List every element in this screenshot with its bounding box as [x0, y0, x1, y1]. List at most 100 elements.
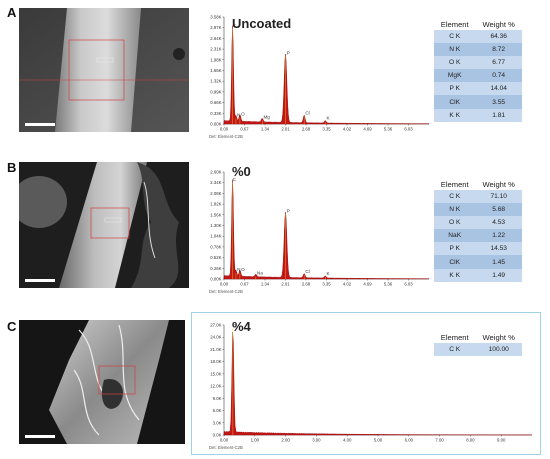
y-tick-label: 2.97K	[210, 25, 221, 30]
table-cell-weight: 1.45	[475, 255, 522, 269]
spectrum-area	[223, 331, 533, 436]
peak-n: N	[235, 113, 240, 124]
detector-caption: Det: Element-C2B	[209, 445, 243, 450]
table-cell-element: C K	[434, 30, 476, 44]
table-header-element: Element	[440, 333, 469, 342]
x-tick-label: 0.67	[240, 282, 249, 287]
y-tick-label: 0.00K	[210, 122, 221, 127]
table-row: N K 8.72	[434, 43, 522, 57]
peak-label: C	[233, 324, 237, 329]
table-row: K K 1.49	[434, 268, 522, 282]
y-tick-label: 1.98K	[210, 57, 221, 62]
spectrum-title-a: Uncoated	[232, 16, 292, 31]
table-cell-weight: 3.55	[475, 95, 522, 109]
table-cell-element: ClK	[434, 95, 476, 109]
peak-p: P	[285, 208, 290, 279]
y-tick-label: 1.65K	[210, 68, 221, 73]
x-tick-label: 3.35	[322, 282, 331, 287]
spectrum-chart-b: 2.60K 2.34K 2.08K 1.82K 1.56K 1.30K 1.04K 0.78K…	[209, 170, 430, 294]
y-tick-label: 0.00K	[210, 277, 221, 282]
y-tick-label: 2.34K	[210, 180, 221, 185]
table-cell-element: NaK	[434, 229, 476, 243]
y-tick-label: 21.0K	[210, 347, 221, 352]
sem-image-c	[19, 320, 185, 444]
x-tick-label: 9.00	[497, 438, 506, 443]
y-tick-label: 0.78K	[210, 244, 221, 249]
x-tick-label: 0.00	[220, 282, 229, 287]
x-tick-label: 3.00	[312, 438, 321, 443]
table-cell-weight: 100.00	[475, 343, 522, 357]
weight-table-b: Element Weight % C K 71.10 N K 5.68 O K 4.5…	[434, 179, 522, 282]
table-cell-element: O K	[434, 216, 476, 230]
table-cell-element: P K	[434, 82, 476, 96]
y-tick-label: 0.52K	[210, 255, 221, 260]
y-tick-label: 1.04K	[210, 234, 221, 239]
y-tick-label: 2.64K	[210, 36, 221, 41]
table-cell-weight: 64.36	[475, 30, 522, 44]
y-tick-label: 0.33K	[210, 111, 221, 116]
peak-label: K	[326, 116, 330, 121]
y-tick-label: 1.56K	[210, 212, 221, 217]
table-cell-element: N K	[434, 203, 476, 217]
y-tick-label: 0.26K	[210, 266, 221, 271]
panel-letter-a: A	[7, 5, 17, 20]
x-tick-label: 8.00	[466, 438, 475, 443]
x-tick-label: 3.35	[322, 127, 331, 132]
table-cell-weight: 1.22	[475, 229, 522, 243]
x-tick-label: 5.36	[384, 282, 393, 287]
table-header-weight: Weight %	[482, 20, 515, 29]
table-cell-weight: 0.74	[475, 69, 522, 83]
table-row: O K 4.53	[434, 216, 522, 230]
x-tick-label: 6.00	[405, 438, 414, 443]
spectrum-title-b: %0	[232, 164, 251, 179]
peak-label: P	[287, 208, 290, 213]
table-cell-element: K K	[434, 268, 476, 282]
y-tick-label: 2.08K	[210, 191, 221, 196]
peak-label: K	[326, 271, 330, 276]
x-tick-label: 2.01	[281, 282, 290, 287]
peak-label: O	[241, 111, 245, 116]
table-row: ClK 1.45	[434, 255, 522, 269]
x-tick-label: 4.02	[343, 282, 352, 287]
table-cell-weight: 5.68	[475, 203, 522, 217]
table-row: C K 64.36	[434, 30, 522, 44]
table-cell-weight: 8.72	[475, 43, 522, 57]
table-cell-weight: 1.49	[475, 268, 522, 282]
x-tick-label: 5.36	[384, 127, 393, 132]
peak-label: Mg	[263, 114, 270, 119]
peak-cl: Cl	[303, 269, 310, 279]
table-cell-weight: 14.04	[475, 82, 522, 96]
table-cell-weight: 4.53	[475, 216, 522, 230]
table-cell-element: N K	[434, 43, 476, 57]
y-tick-label: 12.0K	[210, 384, 221, 389]
spectrum-chart-a: 3.58K 2.97K 2.64K 2.31K 1.98K 1.65K 1.32K 0.99K…	[209, 15, 430, 139]
table-header-element: Element	[440, 180, 469, 189]
x-tick-label: 0.67	[240, 127, 249, 132]
table-row: MgK 0.74	[434, 69, 522, 83]
table-row: P K 14.53	[434, 242, 522, 256]
x-tick-label: 4.02	[343, 127, 352, 132]
peak-label: Na	[257, 271, 263, 276]
table-row: N K 5.68	[434, 203, 522, 217]
x-tick-label: 2.01	[281, 127, 290, 132]
y-tick-label: 24.0K	[210, 335, 221, 340]
spectrum-area	[223, 25, 430, 125]
y-tick-label: 9.0K	[213, 396, 222, 401]
weight-table-c: Element Weight % C K 100.00	[434, 332, 522, 357]
x-tick-label: 0.00	[220, 127, 229, 132]
sem-image-a	[19, 8, 189, 132]
table-row: K K 1.81	[434, 108, 522, 122]
x-tick-label: 1.00	[251, 438, 260, 443]
x-tick-label: 6.03	[404, 282, 413, 287]
y-tick-label: 0.66K	[210, 100, 221, 105]
x-tick-label: 6.03	[404, 127, 413, 132]
x-tick-label: 1.34	[261, 282, 270, 287]
table-cell-element: MgK	[434, 69, 476, 83]
x-tick-label: 1.34	[261, 127, 270, 132]
y-tick-label: 3.58K	[210, 15, 221, 20]
spectrum-title-c: %4	[232, 319, 251, 334]
x-tick-label: 4.69	[363, 282, 372, 287]
table-cell-weight: 1.81	[475, 108, 522, 122]
table-header-weight: Weight %	[482, 333, 515, 342]
peak-na: Na	[255, 271, 263, 279]
